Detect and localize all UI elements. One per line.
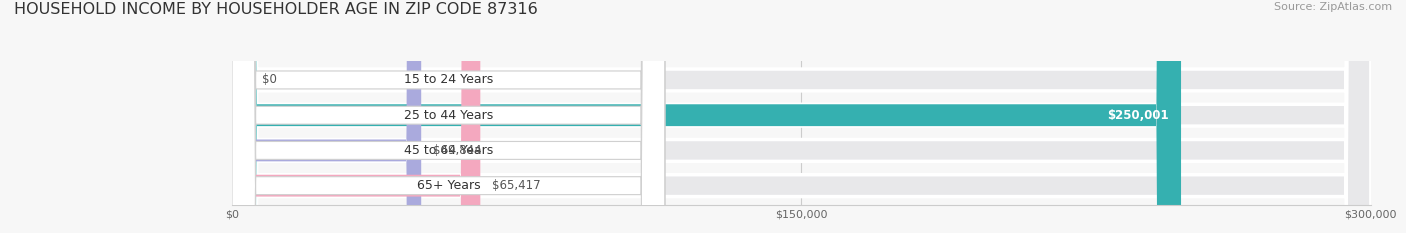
FancyBboxPatch shape	[232, 0, 1371, 233]
Text: 15 to 24 Years: 15 to 24 Years	[404, 73, 494, 86]
Text: $65,417: $65,417	[492, 179, 540, 192]
FancyBboxPatch shape	[232, 0, 1371, 233]
Text: HOUSEHOLD INCOME BY HOUSEHOLDER AGE IN ZIP CODE 87316: HOUSEHOLD INCOME BY HOUSEHOLDER AGE IN Z…	[14, 2, 538, 17]
Text: Source: ZipAtlas.com: Source: ZipAtlas.com	[1274, 2, 1392, 12]
Text: $0: $0	[262, 73, 277, 86]
Text: 25 to 44 Years: 25 to 44 Years	[404, 109, 494, 122]
Text: 45 to 64 Years: 45 to 64 Years	[404, 144, 494, 157]
Text: $49,844: $49,844	[433, 144, 481, 157]
FancyBboxPatch shape	[232, 0, 665, 233]
FancyBboxPatch shape	[232, 0, 1371, 233]
FancyBboxPatch shape	[232, 0, 665, 233]
Text: $250,001: $250,001	[1107, 109, 1168, 122]
FancyBboxPatch shape	[232, 0, 1371, 233]
FancyBboxPatch shape	[232, 0, 1181, 233]
FancyBboxPatch shape	[232, 0, 422, 233]
FancyBboxPatch shape	[232, 0, 481, 233]
Text: 65+ Years: 65+ Years	[416, 179, 481, 192]
FancyBboxPatch shape	[232, 0, 665, 233]
FancyBboxPatch shape	[232, 0, 665, 233]
